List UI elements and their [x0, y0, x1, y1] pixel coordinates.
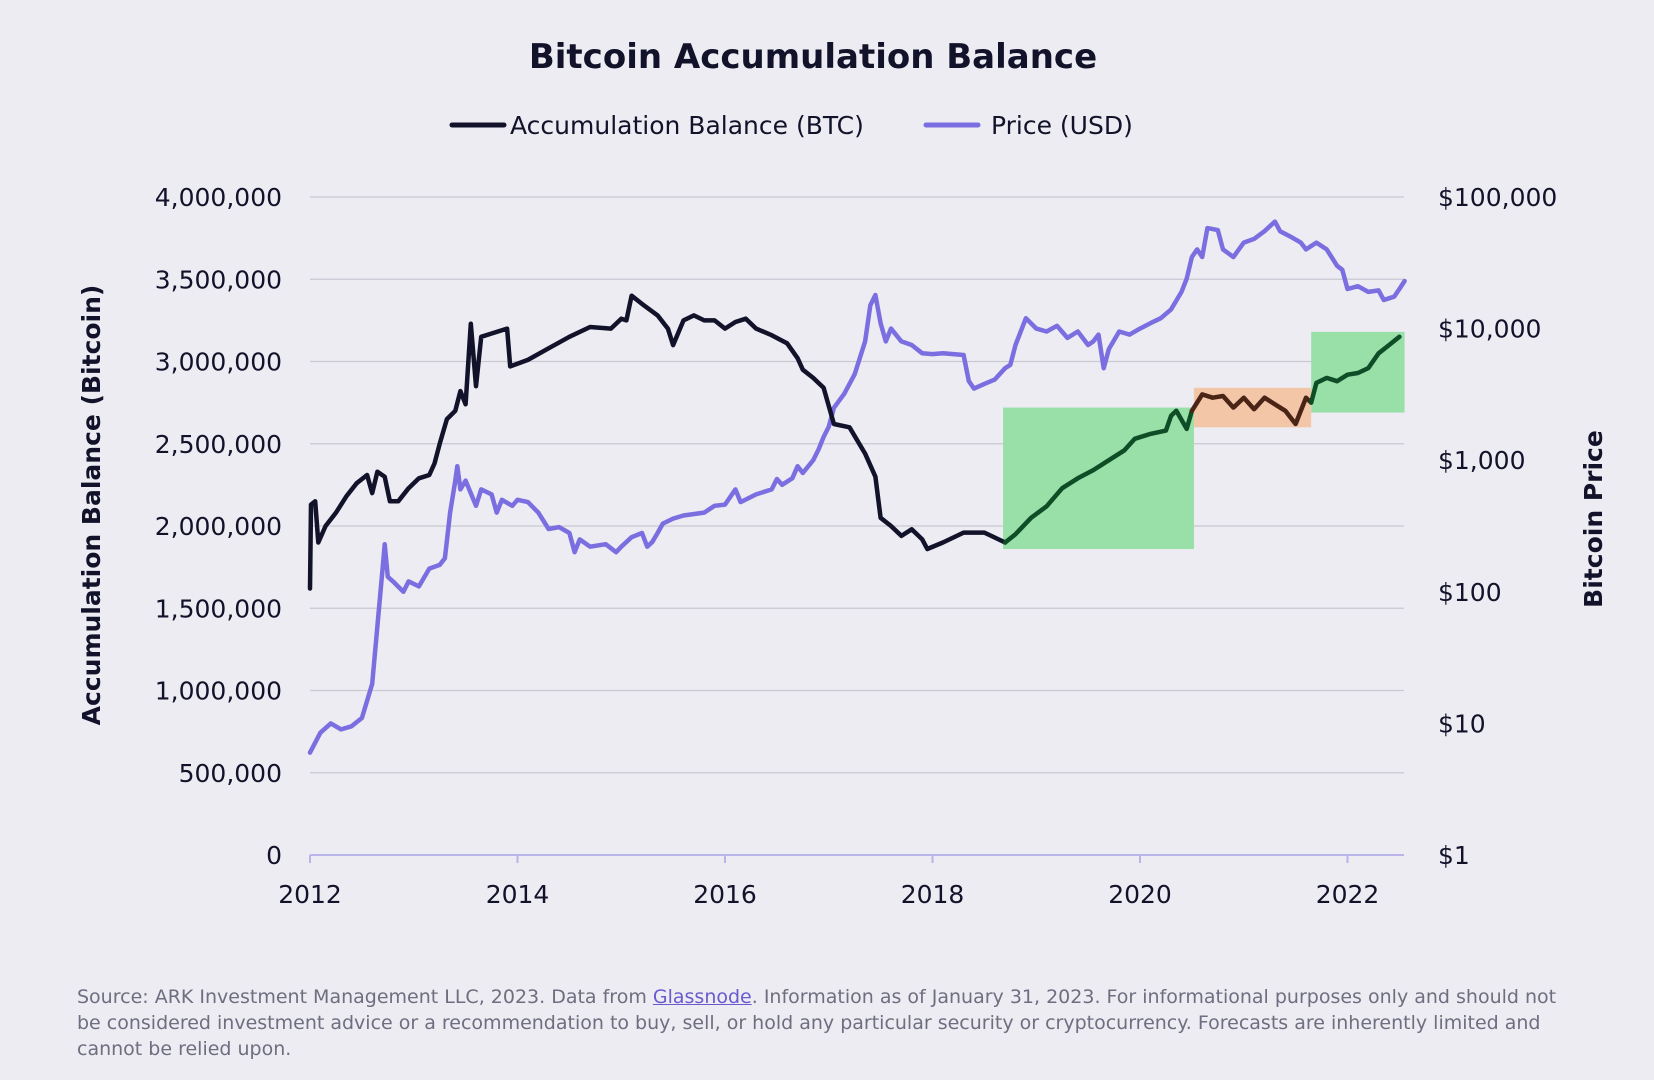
y-left-tick-label: 1,000,000	[155, 677, 282, 706]
y-right-axis-title: Bitcoin Price	[1579, 430, 1608, 608]
x-tick-label: 2012	[278, 880, 342, 909]
y-left-axis-title: Accumulation Balance (Bitcoin)	[77, 285, 106, 726]
y-left-tick-label: 4,000,000	[155, 183, 282, 212]
price-line	[307, 219, 1407, 755]
source-footnote: Source: ARK Investment Management LLC, 2…	[77, 984, 1577, 1062]
y-right-tick-label: $1,000	[1438, 446, 1525, 475]
chart-title: Bitcoin Accumulation Balance	[529, 37, 1097, 77]
legend-label-accumulation: Accumulation Balance (BTC)	[510, 111, 864, 140]
legend: Accumulation Balance (BTC) Price (USD)	[449, 111, 1133, 140]
axes: 4,000,000 3,500,000 3,000,000 2,500,000 2,00…	[155, 183, 1558, 909]
footnote-text-start: Source: ARK Investment Management LLC, 2…	[77, 986, 653, 1008]
x-tick-label: 2022	[1316, 880, 1380, 909]
y-left-tick-label: 3,000,000	[155, 348, 282, 377]
y-right-tick-label: $10	[1438, 709, 1486, 738]
x-tick-label: 2020	[1108, 880, 1172, 909]
legend-label-price: Price (USD)	[991, 111, 1133, 140]
accumulation-balance-line	[1308, 334, 1402, 405]
shaded-regions	[1003, 331, 1405, 550]
y-left-tick-label: 2,000,000	[155, 512, 282, 541]
y-right-tick-label: $100	[1438, 578, 1502, 607]
y-left-tick-label: 3,500,000	[155, 265, 282, 294]
y-left-tick-label: 0	[266, 841, 282, 870]
y-right-tick-label: $10,000	[1438, 315, 1541, 344]
y-left-tick-label: 2,500,000	[155, 430, 282, 459]
accumulation-balance-line	[1189, 392, 1314, 427]
y-right-tick-label: $1	[1438, 841, 1470, 870]
accumulation-balance-line	[1002, 408, 1195, 545]
y-right-tick-label: $100,000	[1438, 183, 1557, 212]
accumulation-balance-line	[307, 293, 1008, 591]
gridlines	[310, 196, 1404, 774]
x-tick-label: 2018	[901, 880, 965, 909]
y-left-tick-label: 500,000	[179, 759, 282, 788]
y-left-tick-label: 1,500,000	[155, 594, 282, 623]
series-lines	[307, 219, 1407, 755]
x-tick-label: 2016	[693, 880, 757, 909]
x-tick-label: 2014	[486, 880, 550, 909]
footnote-text-end: . Information as of January 31, 2023. Fo…	[77, 986, 1557, 1060]
glassnode-link[interactable]: Glassnode	[652, 986, 752, 1008]
